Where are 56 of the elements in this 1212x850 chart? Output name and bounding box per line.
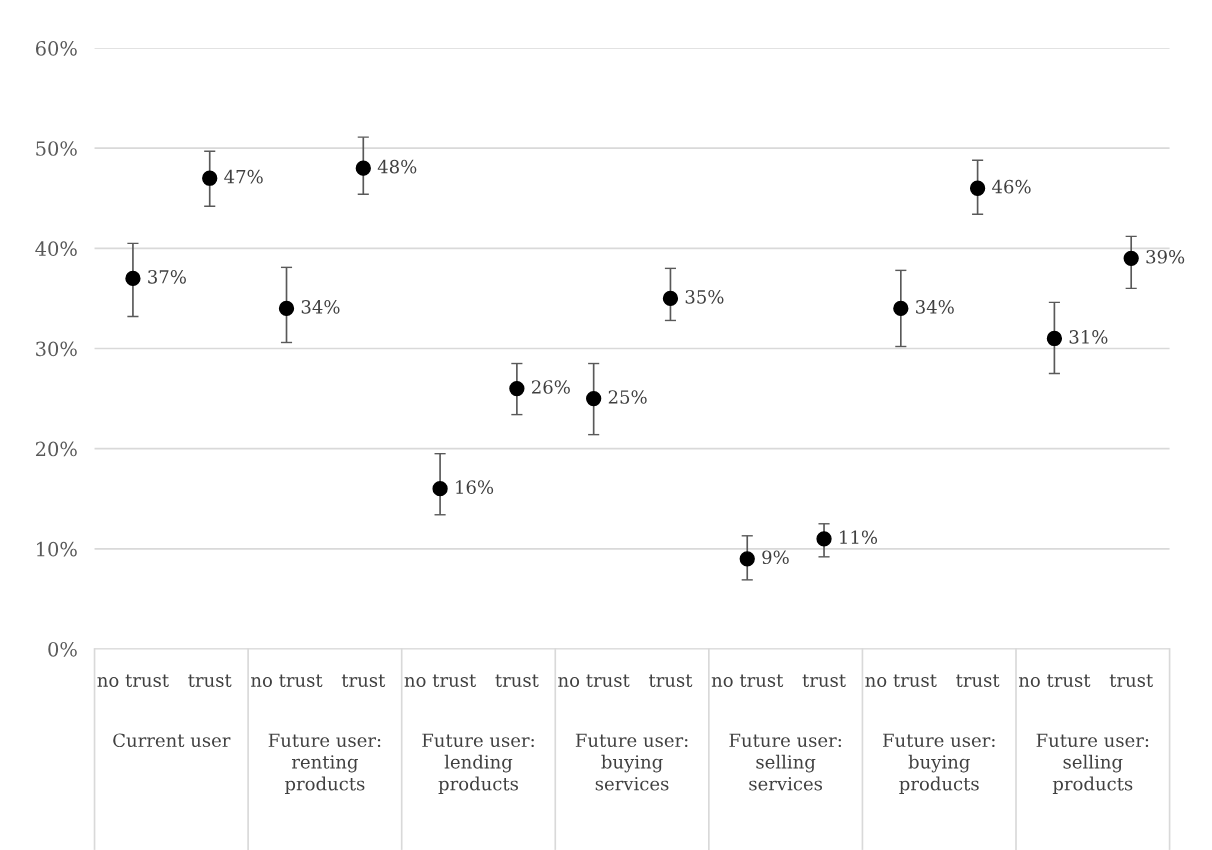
data-label: 37% (148, 269, 186, 284)
y-tick-label: 0% (48, 641, 77, 657)
text: Current user (113, 733, 231, 748)
point (432, 481, 448, 497)
text: Future user: lending products (422, 733, 534, 795)
y-tick-label: 20% (35, 441, 77, 457)
text: Future user: selling products (1036, 733, 1149, 795)
point (586, 390, 602, 407)
x-tick-label: trust (188, 674, 232, 687)
data-label: 11% (840, 530, 878, 545)
point (1123, 250, 1139, 266)
x-tick-label: no trust (558, 674, 630, 687)
y-tick-label: 60% (35, 40, 77, 56)
x-tick-label: trust (956, 674, 1000, 687)
data-label: 48% (377, 159, 417, 174)
point (739, 551, 755, 567)
data-label: 47% (224, 169, 263, 184)
x-tick-label: no trust (251, 674, 323, 687)
text: Future user: buying services (575, 733, 688, 791)
data-label: 39% (1146, 249, 1185, 264)
x-tick-label: trust (648, 674, 693, 687)
x-tick-label: no trust (711, 674, 784, 687)
point (893, 300, 909, 317)
y-tick-label: 50% (36, 141, 77, 156)
x-tick-label: no trust (97, 674, 169, 687)
point (202, 170, 218, 186)
text: Future user: buying products (883, 733, 995, 795)
data-label: 31% (1069, 330, 1108, 344)
data-label: 9% (762, 550, 789, 565)
y-tick-label: 10% (37, 541, 77, 557)
y-tick-label: 40% (35, 241, 77, 257)
x-tick-label: trust (341, 674, 386, 687)
x-tick-label: trust (802, 674, 846, 687)
data-label: 35% (685, 290, 724, 304)
data-label: 25% (608, 390, 647, 404)
point (125, 270, 141, 287)
point (278, 300, 295, 317)
point (969, 180, 986, 196)
text: Future user: selling services (729, 733, 841, 791)
data-label: 46% (992, 179, 1031, 194)
x-tick-label: trust (495, 674, 539, 687)
x-tick-label: no trust (865, 674, 937, 687)
point (816, 531, 832, 547)
y-tick-label: 30% (36, 341, 77, 357)
point (355, 160, 371, 176)
data-label: 26% (531, 380, 570, 394)
x-tick-label: no trust (1018, 674, 1091, 687)
text: Future user: renting products (268, 733, 381, 795)
data-label: 34% (301, 300, 340, 314)
point (662, 290, 679, 307)
point (1046, 330, 1063, 347)
data-label: 34% (916, 300, 954, 314)
point (509, 380, 525, 397)
x-tick-label: no trust (404, 674, 477, 687)
x-tick-label: trust (1109, 674, 1154, 687)
data-label: 16% (456, 480, 494, 494)
